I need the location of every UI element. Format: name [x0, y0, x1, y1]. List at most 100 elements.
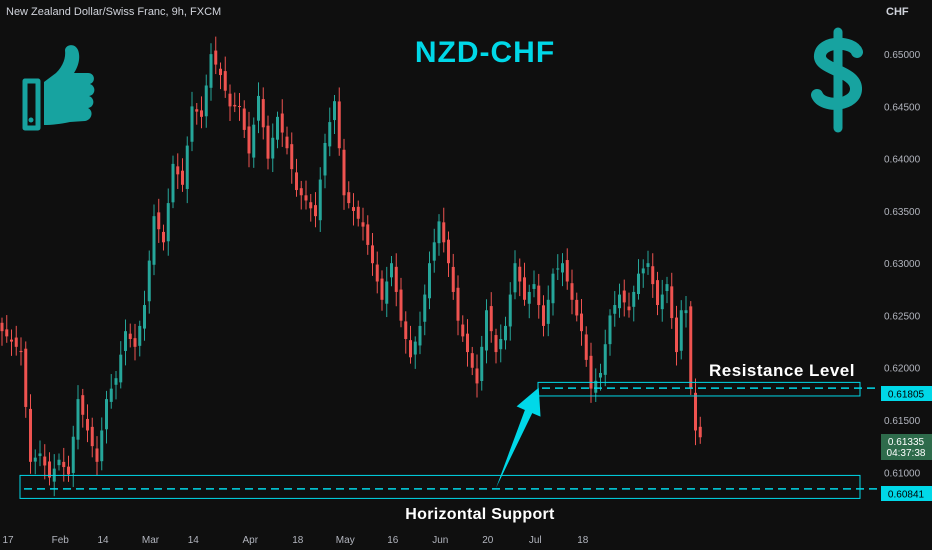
candle [542, 295, 545, 337]
candle [200, 96, 203, 129]
candle [247, 111, 251, 168]
candle [5, 315, 9, 343]
candle [223, 56, 227, 98]
candle-body [333, 101, 336, 121]
x-tick-label: 20 [482, 535, 494, 546]
candle [114, 370, 118, 400]
candle-body [81, 395, 85, 415]
candle [337, 87, 341, 156]
candle [641, 259, 645, 288]
candle-body [214, 50, 218, 65]
candle-body [280, 113, 284, 133]
candle-body [613, 305, 617, 314]
candle [551, 268, 555, 316]
candle-body [656, 280, 659, 306]
candle-body [209, 54, 213, 88]
candle [594, 368, 598, 402]
y-tick-label: 0.61500 [884, 416, 921, 427]
candle [523, 262, 526, 306]
candle-body [57, 459, 61, 466]
candle-body [38, 453, 42, 457]
candle-body [404, 321, 408, 339]
dollar-icon [811, 27, 863, 133]
candle-body [143, 305, 146, 329]
candle-body [152, 216, 156, 265]
x-tick-label: 18 [577, 535, 589, 546]
candle-body [109, 388, 113, 402]
candle [651, 253, 655, 298]
x-tick-label: Jul [529, 535, 542, 546]
candle-body [124, 331, 127, 351]
candle-body [347, 192, 351, 204]
candle-body [394, 266, 398, 292]
candle-body [418, 325, 422, 346]
candle [299, 180, 303, 210]
candle [371, 232, 374, 276]
x-tick-label: Mar [142, 535, 160, 546]
candle-body [128, 333, 132, 339]
candle [81, 388, 85, 428]
candle [214, 36, 218, 75]
candle [195, 103, 199, 125]
candle [19, 337, 23, 366]
candle [456, 275, 460, 336]
candle [119, 341, 123, 389]
candle-body [356, 206, 360, 219]
candle-body [698, 426, 702, 438]
candle-body [684, 310, 688, 314]
candle [556, 254, 560, 281]
candle [24, 341, 28, 418]
candle-body [162, 231, 165, 243]
candle [480, 335, 484, 391]
candle-body [485, 310, 488, 351]
candle-body [10, 339, 13, 342]
candle [428, 251, 431, 310]
candle [527, 284, 531, 319]
currency-label: CHF [886, 6, 909, 18]
candle [152, 204, 156, 276]
candle-body [181, 170, 184, 185]
candle [0, 317, 4, 346]
chart-headline: NZD-CHF [415, 36, 555, 69]
candle [48, 452, 51, 486]
candle-body [456, 287, 460, 321]
horizontal-support-label: Horizontal Support [405, 506, 555, 523]
candle [394, 253, 398, 307]
y-tick-label: 0.65000 [884, 50, 921, 61]
candle [665, 276, 669, 304]
candle-body [33, 457, 37, 462]
candle [166, 188, 170, 256]
candle-body [499, 338, 503, 350]
candle-body [580, 313, 583, 332]
candle [679, 300, 683, 360]
candle-body [556, 268, 560, 270]
candle [43, 444, 47, 480]
x-tick-label: 17 [2, 535, 14, 546]
candle [185, 136, 189, 204]
candle [38, 440, 42, 467]
candle-body [266, 125, 270, 159]
candle-body [409, 340, 412, 358]
candle [228, 84, 232, 122]
candle-body [76, 399, 80, 440]
candle [171, 155, 175, 209]
candle [29, 394, 32, 474]
candle-body [318, 179, 322, 221]
candle [138, 320, 142, 357]
candle [347, 181, 351, 209]
candle [475, 354, 479, 398]
y-tick-label: 0.64000 [884, 155, 921, 166]
candle [584, 326, 588, 367]
candle-body [675, 317, 678, 353]
candle-body [204, 85, 208, 117]
candle [508, 282, 512, 341]
candle-body [451, 266, 455, 292]
candle [409, 325, 412, 364]
candle [62, 447, 66, 482]
candle-body [290, 144, 294, 170]
candle-body [90, 426, 94, 447]
candle-body [637, 273, 640, 295]
candle-body [380, 278, 384, 300]
candle-body [95, 448, 99, 462]
